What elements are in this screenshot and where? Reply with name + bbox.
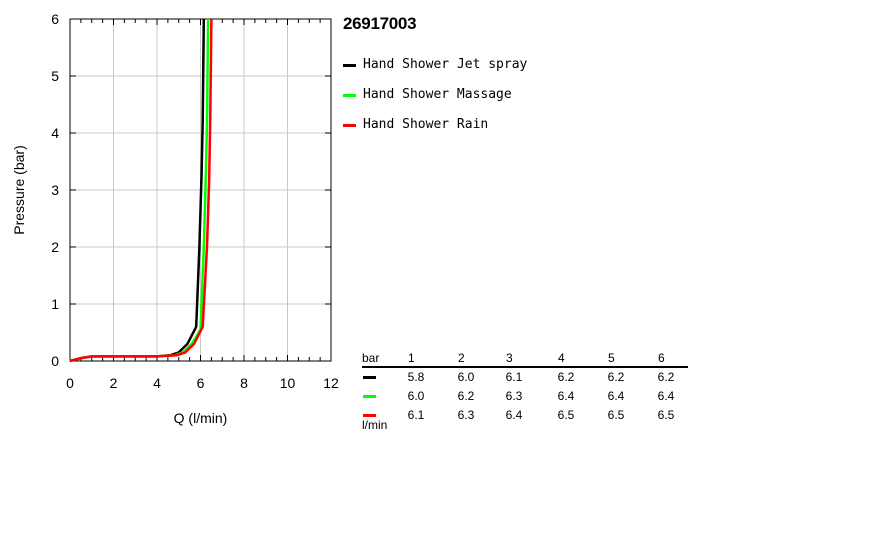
table-cell: 6.2 (557, 370, 575, 384)
table-header-cell: 5 (608, 351, 615, 365)
y-tick-label: 3 (51, 182, 59, 198)
table-cell: 6.0 (407, 389, 425, 403)
x-tick-label: 8 (240, 375, 248, 391)
table-cell: 6.4 (505, 408, 523, 422)
y-axis-label: Pressure (bar) (11, 145, 27, 234)
table-header-cell: 1 (408, 351, 415, 365)
table-cell: 6.5 (557, 408, 575, 422)
table-cell: 6.2 (457, 389, 475, 403)
x-tick-label: 6 (197, 375, 205, 391)
legend-label: Hand Shower Massage (363, 87, 512, 102)
plot-frame (69, 18, 332, 362)
legend-swatch (343, 64, 356, 67)
y-tick-label: 4 (51, 125, 59, 141)
legend-label: Hand Shower Jet spray (363, 57, 528, 72)
series-lines (69, 18, 213, 363)
flow-rate-table: bar 1 2 3 4 5 6 5.8 6.0 6.1 6.2 6.2 6.2 … (362, 351, 688, 432)
x-tick-label: 4 (153, 375, 161, 391)
legend-label: Hand Shower Rain (363, 117, 489, 132)
table-cell: 6.4 (657, 389, 675, 403)
table-cell: 6.3 (457, 408, 475, 422)
table-cell: 6.2 (607, 370, 625, 384)
table-cell: 6.1 (505, 370, 523, 384)
table-cell: 6.4 (557, 389, 575, 403)
row-swatch (363, 414, 376, 417)
x-axis-label: Q (l/min) (174, 410, 228, 426)
table-header-unit: bar (362, 351, 380, 365)
y-tick-label: 5 (51, 68, 59, 84)
table-cell: 6.5 (657, 408, 675, 422)
table-cell: 6.1 (407, 408, 425, 422)
row-swatch (363, 376, 376, 379)
legend-swatch (343, 94, 356, 97)
table-cell: 6.4 (607, 389, 625, 403)
legend-swatch (343, 124, 356, 127)
y-tick-label: 2 (51, 239, 59, 255)
table-row: 5.8 6.0 6.1 6.2 6.2 6.2 (362, 368, 688, 387)
x-tick-label: 2 (110, 375, 118, 391)
table-cell: 6.5 (607, 408, 625, 422)
y-tick-label: 0 (51, 353, 59, 369)
table-cell: 5.8 (407, 370, 425, 384)
table-header-cell: 4 (558, 351, 565, 365)
chart-title: 26917003 (343, 14, 417, 33)
table-cell: 6.0 (457, 370, 475, 384)
series-line-hand-shower-rain (69, 18, 213, 363)
table-header-cell: 2 (458, 351, 465, 365)
table-header: bar 1 2 3 4 5 6 (362, 351, 688, 368)
table-cell: 6.2 (657, 370, 675, 384)
table-unit-label: l/min (362, 418, 388, 432)
table-header-cell: 3 (506, 351, 513, 365)
table-cell: 6.3 (505, 389, 523, 403)
row-swatch (363, 395, 376, 398)
y-tick-label: 6 (51, 11, 59, 27)
table-row: 6.0 6.2 6.3 6.4 6.4 6.4 (362, 387, 688, 406)
y-tick-label: 1 (51, 296, 59, 312)
x-tick-label: 0 (66, 375, 74, 391)
table-header-cell: 6 (658, 351, 665, 365)
table-row: 6.1 6.3 6.4 6.5 6.5 6.5 (362, 406, 688, 425)
x-tick-label: 12 (323, 375, 339, 391)
x-tick-label: 10 (280, 375, 296, 391)
